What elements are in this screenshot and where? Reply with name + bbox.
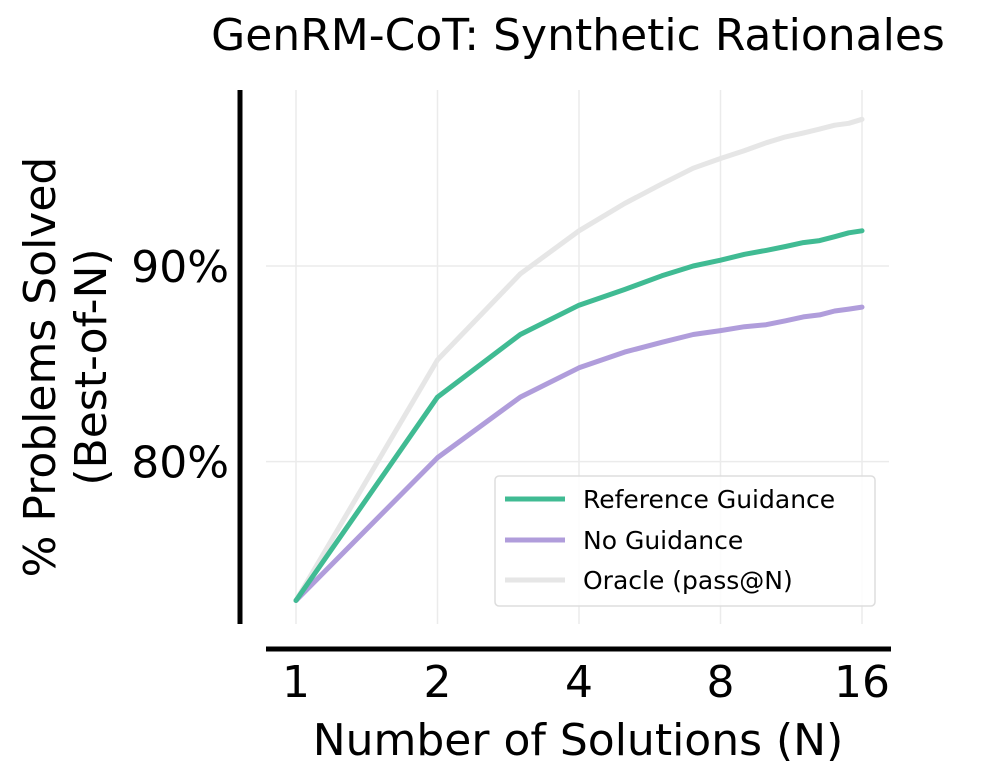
series-lines	[293, 116, 865, 603]
legend-label-no-guidance: No Guidance	[583, 526, 743, 555]
x-tick-label-2: 2	[424, 657, 452, 708]
y-axis-label-line-1: % Problems Solved	[15, 157, 66, 578]
series-line-oracle-pass-n	[293, 116, 865, 603]
legend-label-reference-guidance: Reference Guidance	[583, 485, 835, 514]
x-tick-label-1: 1	[282, 657, 310, 708]
series-line-reference-guidance	[293, 228, 865, 603]
y-tick-label-90%: 90%	[131, 242, 229, 293]
legend-label-oracle: Oracle (pass@N)	[583, 566, 793, 595]
x-tick-label-4: 4	[565, 657, 593, 708]
grid	[266, 90, 889, 624]
y-tick-label-80%: 80%	[131, 438, 229, 489]
x-tick-labels: 1 2 4 8 16	[282, 657, 890, 708]
chart-title: GenRM-CoT: Synthetic Rationales	[211, 10, 945, 61]
legend-box	[494, 475, 876, 607]
x-tick-label-16: 16	[834, 657, 890, 708]
x-tick-label-8: 8	[707, 657, 735, 708]
y-tick-labels: 80% 90%	[131, 242, 229, 489]
y-axis-label-line-2: (Best-of-N)	[66, 248, 117, 485]
x-axis-label: Number of Solutions (N)	[313, 715, 844, 766]
series-line-no-guidance	[293, 304, 865, 603]
legend: Reference Guidance No Guidance Oracle (p…	[494, 475, 876, 607]
